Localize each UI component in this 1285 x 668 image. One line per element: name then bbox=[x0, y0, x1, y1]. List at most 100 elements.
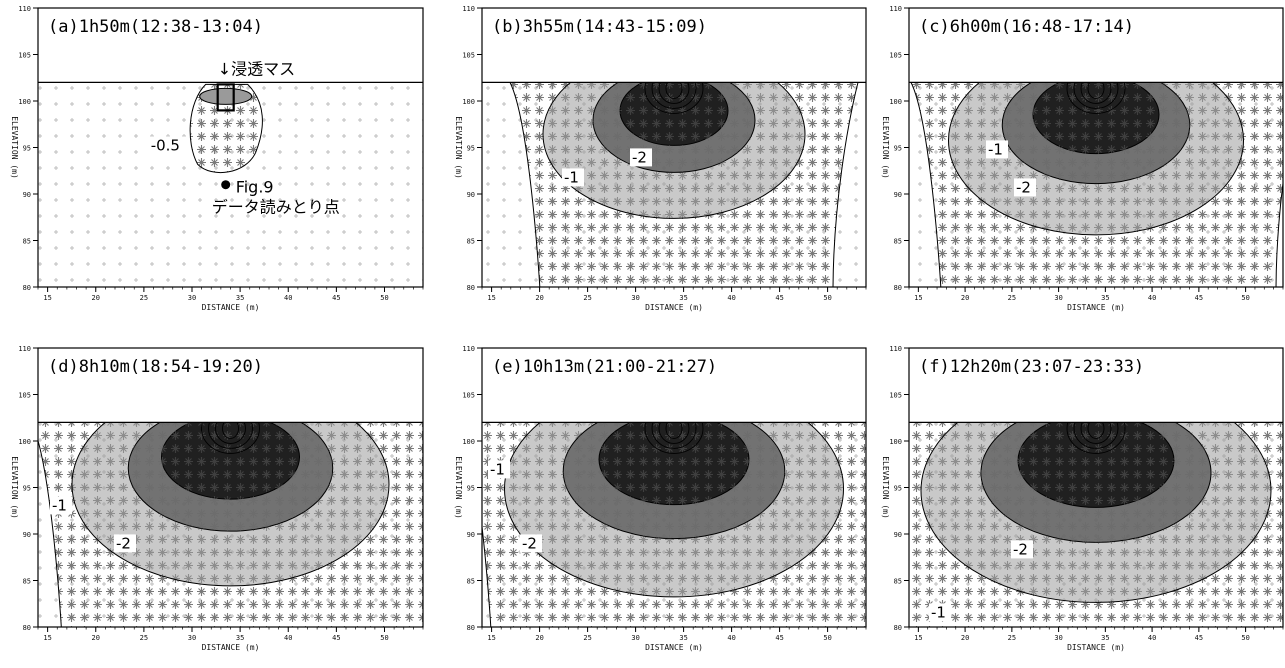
chart-panel-6: 15 20 25 30 35 40 45 50 80 85 90 95 100 105 110 DISTANC… bbox=[881, 345, 1284, 652]
chart-panel-5: 15 20 25 30 35 40 45 50 80 85 90 95 100 105 110 DISTANC… bbox=[454, 345, 867, 652]
x-tick-label: 35 bbox=[679, 294, 687, 302]
y-tick-label: 100 bbox=[462, 98, 475, 106]
x-tick-label: 15 bbox=[487, 294, 495, 302]
y-tick-label: 95 bbox=[23, 145, 31, 153]
y-tick-label: 90 bbox=[894, 191, 902, 199]
surface-contour bbox=[1087, 422, 1105, 439]
y-tick-label: 95 bbox=[23, 485, 31, 493]
y-axis-label: ELEVATION (m) bbox=[10, 116, 19, 179]
y-tick-label: 110 bbox=[18, 5, 31, 13]
surface-contour bbox=[658, 422, 690, 444]
contour-label-bg bbox=[50, 496, 72, 515]
y-axis-label: ELEVATION (m) bbox=[454, 456, 463, 519]
y-tick-label: 85 bbox=[467, 578, 475, 586]
surface-contour bbox=[1073, 422, 1119, 449]
x-tick-label: 20 bbox=[535, 294, 543, 302]
surface-contour bbox=[644, 82, 704, 114]
x-tick-label: 45 bbox=[1195, 634, 1203, 642]
read-point-label: データ読みとり点 bbox=[212, 198, 340, 217]
x-axis-label: DISTANCE (m) bbox=[202, 303, 260, 312]
y-tick-label: 105 bbox=[462, 52, 475, 60]
x-tick-label: 40 bbox=[727, 294, 735, 302]
y-tick-label: 110 bbox=[889, 345, 902, 353]
surface-contour bbox=[651, 422, 697, 449]
y-tick-label: 105 bbox=[889, 52, 902, 60]
contour-label: -2 bbox=[1013, 540, 1028, 558]
x-tick-label: 30 bbox=[188, 294, 196, 302]
contour-field bbox=[909, 422, 1283, 627]
x-tick-label: 15 bbox=[914, 294, 922, 302]
x-tick-label: 50 bbox=[1241, 294, 1249, 302]
x-tick-label: 25 bbox=[1008, 294, 1016, 302]
x-tick-label: 40 bbox=[1148, 634, 1156, 642]
surface-contour bbox=[201, 422, 260, 454]
y-tick-label: 85 bbox=[894, 238, 902, 246]
x-tick-label: 45 bbox=[775, 634, 783, 642]
x-tick-label: 20 bbox=[961, 294, 969, 302]
contour-core bbox=[199, 87, 253, 105]
y-axis-label: ELEVATION (m) bbox=[10, 456, 19, 519]
x-tick-label: 15 bbox=[43, 634, 51, 642]
y-tick-label: 100 bbox=[462, 438, 475, 446]
contour-label: -2 bbox=[522, 534, 537, 552]
x-tick-label: 45 bbox=[332, 634, 340, 642]
panel-title: (f)12h20m(23:07-23:33) bbox=[919, 357, 1144, 377]
read-point-marker bbox=[221, 180, 231, 190]
x-tick-label: 20 bbox=[535, 634, 543, 642]
panel-title: (c)6h00m(16:48-17:14) bbox=[919, 17, 1134, 37]
y-tick-label: 110 bbox=[462, 345, 475, 353]
surface-contour bbox=[1080, 422, 1112, 444]
contour-label: -0.5 bbox=[151, 136, 180, 154]
y-tick-label: 80 bbox=[894, 284, 902, 292]
y-tick-label: 90 bbox=[467, 191, 475, 199]
chart-panel-1: 15 20 25 30 35 40 45 50 80 85 90 95 100 105 110 DISTANC… bbox=[10, 5, 424, 312]
y-axis-label: ELEVATION (m) bbox=[454, 116, 463, 179]
y-tick-label: 105 bbox=[18, 52, 31, 60]
surface-contour bbox=[658, 82, 690, 104]
y-tick-label: 95 bbox=[467, 485, 475, 493]
contour-label-bg bbox=[630, 148, 652, 167]
contour-label: -1 bbox=[52, 496, 67, 514]
contour-field bbox=[38, 82, 423, 288]
y-tick-label: 110 bbox=[18, 345, 31, 353]
y-tick-label: 95 bbox=[467, 145, 475, 153]
infiltration-mass-label: ↓浸透マス bbox=[218, 59, 295, 78]
x-tick-label: 25 bbox=[583, 634, 591, 642]
surface-contour bbox=[651, 82, 697, 109]
x-tick-label: 20 bbox=[961, 634, 969, 642]
x-tick-label: 50 bbox=[380, 294, 388, 302]
y-tick-label: 90 bbox=[894, 531, 902, 539]
contour-label-bg bbox=[520, 534, 542, 553]
contour-field bbox=[482, 82, 866, 288]
contour-label-bg bbox=[929, 603, 951, 622]
contour-field bbox=[909, 82, 1283, 288]
x-tick-label: 50 bbox=[823, 634, 831, 642]
contour-label: -2 bbox=[632, 148, 647, 166]
contour-label-bg bbox=[562, 168, 584, 187]
y-tick-label: 95 bbox=[894, 145, 902, 153]
x-tick-label: 35 bbox=[236, 294, 244, 302]
x-tick-label: 35 bbox=[1101, 294, 1109, 302]
x-tick-label: 25 bbox=[1008, 634, 1016, 642]
x-tick-label: 30 bbox=[1054, 634, 1062, 642]
surface-contour bbox=[644, 422, 704, 454]
panel-title: (a)1h50m(12:38-13:04) bbox=[48, 17, 263, 37]
core-stipple bbox=[981, 422, 1211, 543]
x-tick-label: 35 bbox=[236, 634, 244, 642]
x-tick-label: 50 bbox=[380, 634, 388, 642]
contour-label-bg bbox=[986, 140, 1008, 159]
core-stipple bbox=[128, 422, 333, 532]
x-tick-label: 40 bbox=[284, 294, 292, 302]
y-tick-label: 100 bbox=[889, 438, 902, 446]
x-tick-label: 25 bbox=[140, 294, 148, 302]
contour-label: -1 bbox=[490, 460, 505, 478]
chart-panel-2: 15 20 25 30 35 40 45 50 80 85 90 95 100 105 110 DISTANC… bbox=[454, 5, 867, 312]
x-tick-label: 25 bbox=[140, 634, 148, 642]
surface-contour bbox=[208, 422, 253, 449]
x-tick-label: 30 bbox=[188, 634, 196, 642]
panel-title: (b)3h55m(14:43-15:09) bbox=[492, 17, 707, 37]
surface-contour bbox=[1087, 82, 1105, 99]
x-tick-label: 50 bbox=[823, 294, 831, 302]
chart-panel-4: 15 20 25 30 35 40 45 50 80 85 90 95 100 105 110 DISTANC… bbox=[10, 345, 424, 652]
